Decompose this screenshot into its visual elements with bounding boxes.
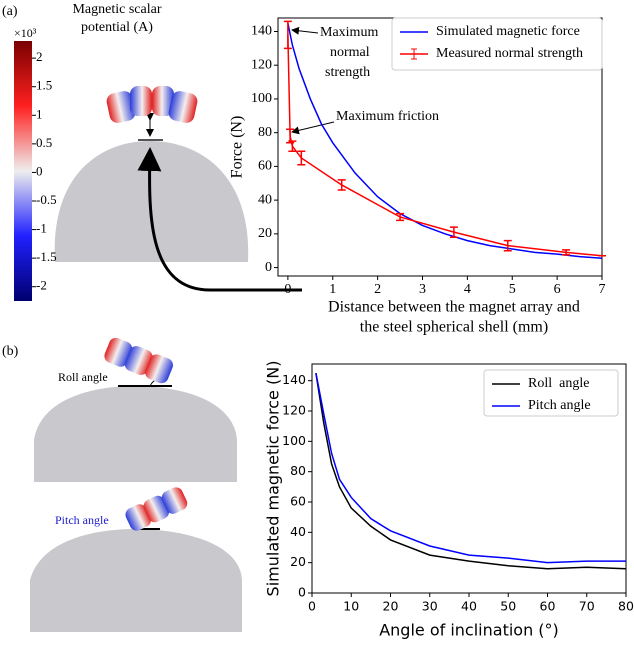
annotation-arrow xyxy=(291,26,319,35)
y-tick-label: 100 xyxy=(251,91,272,106)
y-tick-label: 140 xyxy=(282,372,306,387)
colorbar-tick-label: 0.5 xyxy=(36,135,52,150)
error-bar xyxy=(449,226,458,238)
x-tick-label: 6 xyxy=(554,282,561,297)
legend-swatch xyxy=(411,48,417,60)
y-tick-label: 0 xyxy=(298,585,306,600)
legend-box xyxy=(391,17,603,71)
colorbar-tick-label: -1.5 xyxy=(36,249,57,264)
x-tick-label: 60 xyxy=(540,599,556,614)
chart: 0 1 2 3 4 5 6 7 0 20 40 60 80 100 120 140 Distance betwe… xyxy=(229,17,606,336)
annotation: normal xyxy=(330,45,370,60)
colorbar-tick-label: 1.5 xyxy=(36,78,52,93)
error-bar xyxy=(288,140,297,152)
pitch-label: Pitch angle xyxy=(55,513,109,527)
magnet-array xyxy=(104,337,173,384)
y-tick-label: 100 xyxy=(282,433,306,448)
y-tick-label: 40 xyxy=(290,524,306,539)
y-tick-label: 20 xyxy=(258,226,272,241)
panel-label: (a) xyxy=(2,4,18,19)
legend-label: Pitch angle xyxy=(528,398,591,413)
colorbar-tick-label: 1 xyxy=(36,106,43,121)
x-tick-label: 10 xyxy=(343,599,359,614)
x-tick-label: 0 xyxy=(308,599,316,614)
series-line xyxy=(315,372,627,570)
error-bar xyxy=(283,20,292,50)
series-line xyxy=(315,372,626,564)
x-axis-label: the steel spherical shell (mm) xyxy=(360,319,548,336)
colorbar-title: Magnetic scalar xyxy=(72,2,161,17)
x-tick-label: 2 xyxy=(374,282,381,297)
y-tick-label: 120 xyxy=(251,57,272,72)
link-arrow xyxy=(137,147,302,292)
error-bar xyxy=(562,249,571,256)
y-tick-label: 20 xyxy=(290,554,306,569)
annotation: Maximum xyxy=(320,25,378,40)
y-tick-label: 60 xyxy=(258,159,272,174)
colorbar-tick-label: -2 xyxy=(36,278,47,293)
legend-label: Roll angle xyxy=(528,376,589,391)
steel-shell xyxy=(30,529,242,632)
x-tick-label: 80 xyxy=(618,599,634,614)
x-tick-label: 5 xyxy=(509,282,516,297)
colorbar-tick-label: -1 xyxy=(36,221,47,236)
colorbar-tick-label: -0.5 xyxy=(36,192,57,207)
x-tick-label: 40 xyxy=(461,599,477,614)
colorbar-exponent: ×10³ xyxy=(14,26,37,40)
annotation: strength xyxy=(325,65,370,80)
x-tick-label: 70 xyxy=(579,599,595,614)
y-tick-label: 80 xyxy=(290,463,306,478)
x-tick-label: 4 xyxy=(464,282,471,297)
y-tick-label: 80 xyxy=(258,125,272,140)
error-bar xyxy=(297,150,306,166)
legend-label: Simulated magnetic force xyxy=(436,24,580,39)
panel-label: (b) xyxy=(2,344,19,359)
annotation: Maximum friction xyxy=(336,109,439,124)
y-axis-label: Simulated magnetic force (N) xyxy=(264,361,283,597)
x-tick-label: 1 xyxy=(329,282,336,297)
x-tick-label: 20 xyxy=(383,599,399,614)
x-axis-label: Angle of inclination (°) xyxy=(379,621,559,640)
chart: 0 10 20 30 40 50 60 70 80 0 20 40 60 80 100 120 140 Angle… xyxy=(264,361,634,640)
y-tick-label: 120 xyxy=(282,403,306,418)
colorbar-tick-label: 2 xyxy=(36,49,43,64)
error-bar xyxy=(396,212,405,222)
roll-label: Roll angle xyxy=(58,370,108,384)
x-tick-label: 3 xyxy=(419,282,426,297)
colorbar xyxy=(14,41,32,301)
y-tick-label: 60 xyxy=(290,494,306,509)
y-axis-label: Force (N) xyxy=(229,116,246,179)
y-tick-label: 40 xyxy=(258,192,272,207)
error-bar xyxy=(503,239,512,252)
x-tick-label: 50 xyxy=(500,599,516,614)
legend-box xyxy=(483,369,619,417)
magnet-array xyxy=(106,86,198,123)
colorbar-title: potential (A) xyxy=(81,20,153,35)
y-tick-label: 0 xyxy=(265,260,272,275)
annotation-arrow xyxy=(291,121,335,135)
x-tick-label: 0 xyxy=(284,282,291,297)
x-tick-label: 30 xyxy=(422,599,438,614)
colorbar-tick-label: 0 xyxy=(36,163,43,178)
steel-shell xyxy=(34,386,237,482)
legend-label: Measured normal strength xyxy=(436,46,583,61)
y-tick-label: 140 xyxy=(251,24,272,39)
magnet-array xyxy=(125,487,188,531)
x-tick-label: 7 xyxy=(599,282,606,297)
error-bar xyxy=(337,179,346,191)
x-axis-label: Distance between the magnet array and xyxy=(328,299,580,316)
